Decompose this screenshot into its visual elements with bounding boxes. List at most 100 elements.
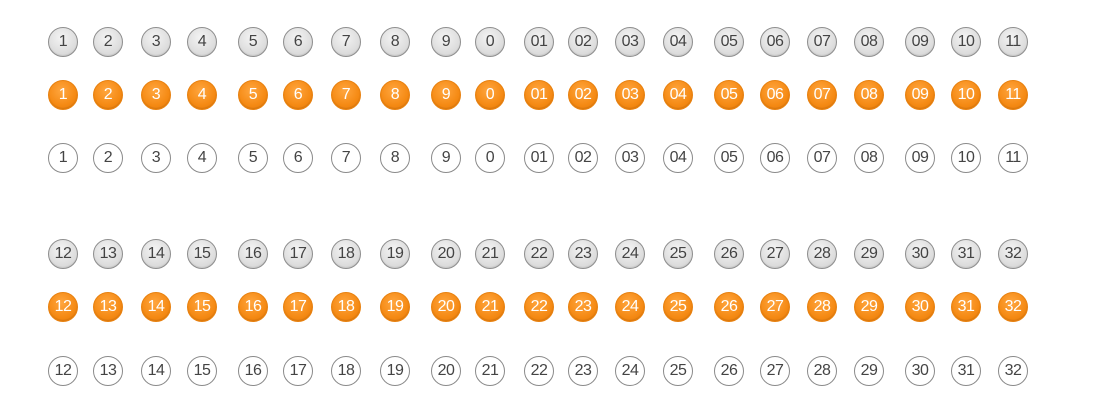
number-ball-white[interactable]: 04 bbox=[663, 143, 693, 173]
number-ball-orange[interactable]: 6 bbox=[283, 80, 313, 110]
number-ball-white[interactable]: 6 bbox=[283, 143, 313, 173]
number-ball-white[interactable]: 03 bbox=[615, 143, 645, 173]
number-ball-white[interactable]: 0 bbox=[475, 143, 505, 173]
number-ball-white[interactable]: 3 bbox=[141, 143, 171, 173]
number-ball-white[interactable]: 16 bbox=[238, 356, 268, 386]
number-ball-orange[interactable]: 11 bbox=[998, 80, 1028, 110]
number-ball-gray[interactable]: 27 bbox=[760, 239, 790, 269]
number-ball-gray[interactable]: 16 bbox=[238, 239, 268, 269]
number-ball-orange[interactable]: 03 bbox=[615, 80, 645, 110]
number-ball-orange[interactable]: 20 bbox=[431, 292, 461, 322]
number-ball-gray[interactable]: 21 bbox=[475, 239, 505, 269]
number-ball-gray[interactable]: 28 bbox=[807, 239, 837, 269]
number-ball-orange[interactable]: 5 bbox=[238, 80, 268, 110]
number-ball-gray[interactable]: 0 bbox=[475, 27, 505, 57]
number-ball-white[interactable]: 08 bbox=[854, 143, 884, 173]
number-ball-white[interactable]: 30 bbox=[905, 356, 935, 386]
number-ball-orange[interactable]: 19 bbox=[380, 292, 410, 322]
number-ball-gray[interactable]: 20 bbox=[431, 239, 461, 269]
number-ball-gray[interactable]: 01 bbox=[524, 27, 554, 57]
number-ball-gray[interactable]: 12 bbox=[48, 239, 78, 269]
number-ball-white[interactable]: 22 bbox=[524, 356, 554, 386]
number-ball-orange[interactable]: 27 bbox=[760, 292, 790, 322]
number-ball-orange[interactable]: 3 bbox=[141, 80, 171, 110]
number-ball-gray[interactable]: 1 bbox=[48, 27, 78, 57]
number-ball-gray[interactable]: 14 bbox=[141, 239, 171, 269]
number-ball-gray[interactable]: 15 bbox=[187, 239, 217, 269]
number-ball-orange[interactable]: 15 bbox=[187, 292, 217, 322]
number-ball-gray[interactable]: 2 bbox=[93, 27, 123, 57]
number-ball-orange[interactable]: 31 bbox=[951, 292, 981, 322]
number-ball-orange[interactable]: 06 bbox=[760, 80, 790, 110]
number-ball-orange[interactable]: 17 bbox=[283, 292, 313, 322]
number-ball-orange[interactable]: 0 bbox=[475, 80, 505, 110]
number-ball-orange[interactable]: 16 bbox=[238, 292, 268, 322]
number-ball-white[interactable]: 9 bbox=[431, 143, 461, 173]
number-ball-white[interactable]: 25 bbox=[663, 356, 693, 386]
number-ball-white[interactable]: 29 bbox=[854, 356, 884, 386]
number-ball-gray[interactable]: 07 bbox=[807, 27, 837, 57]
number-ball-orange[interactable]: 22 bbox=[524, 292, 554, 322]
number-ball-orange[interactable]: 9 bbox=[431, 80, 461, 110]
number-ball-orange[interactable]: 8 bbox=[380, 80, 410, 110]
number-ball-gray[interactable]: 05 bbox=[714, 27, 744, 57]
number-ball-white[interactable]: 20 bbox=[431, 356, 461, 386]
number-ball-orange[interactable]: 23 bbox=[568, 292, 598, 322]
number-ball-white[interactable]: 11 bbox=[998, 143, 1028, 173]
number-ball-white[interactable]: 2 bbox=[93, 143, 123, 173]
number-ball-gray[interactable]: 5 bbox=[238, 27, 268, 57]
number-ball-gray[interactable]: 7 bbox=[331, 27, 361, 57]
number-ball-orange[interactable]: 12 bbox=[48, 292, 78, 322]
number-ball-white[interactable]: 19 bbox=[380, 356, 410, 386]
number-ball-gray[interactable]: 4 bbox=[187, 27, 217, 57]
number-ball-gray[interactable]: 13 bbox=[93, 239, 123, 269]
number-ball-orange[interactable]: 4 bbox=[187, 80, 217, 110]
number-ball-orange[interactable]: 07 bbox=[807, 80, 837, 110]
number-ball-orange[interactable]: 1 bbox=[48, 80, 78, 110]
number-ball-white[interactable]: 02 bbox=[568, 143, 598, 173]
number-ball-orange[interactable]: 26 bbox=[714, 292, 744, 322]
number-ball-gray[interactable]: 17 bbox=[283, 239, 313, 269]
number-ball-white[interactable]: 14 bbox=[141, 356, 171, 386]
number-ball-white[interactable]: 31 bbox=[951, 356, 981, 386]
number-ball-orange[interactable]: 29 bbox=[854, 292, 884, 322]
number-ball-white[interactable]: 1 bbox=[48, 143, 78, 173]
number-ball-white[interactable]: 26 bbox=[714, 356, 744, 386]
number-ball-white[interactable]: 28 bbox=[807, 356, 837, 386]
number-ball-orange[interactable]: 24 bbox=[615, 292, 645, 322]
number-ball-gray[interactable]: 08 bbox=[854, 27, 884, 57]
number-ball-white[interactable]: 07 bbox=[807, 143, 837, 173]
number-ball-white[interactable]: 23 bbox=[568, 356, 598, 386]
number-ball-gray[interactable]: 3 bbox=[141, 27, 171, 57]
number-ball-orange[interactable]: 09 bbox=[905, 80, 935, 110]
number-ball-orange[interactable]: 04 bbox=[663, 80, 693, 110]
number-ball-gray[interactable]: 23 bbox=[568, 239, 598, 269]
number-ball-orange[interactable]: 32 bbox=[998, 292, 1028, 322]
number-ball-white[interactable]: 8 bbox=[380, 143, 410, 173]
number-ball-gray[interactable]: 22 bbox=[524, 239, 554, 269]
number-ball-white[interactable]: 01 bbox=[524, 143, 554, 173]
number-ball-gray[interactable]: 31 bbox=[951, 239, 981, 269]
number-ball-gray[interactable]: 19 bbox=[380, 239, 410, 269]
number-ball-white[interactable]: 27 bbox=[760, 356, 790, 386]
number-ball-white[interactable]: 7 bbox=[331, 143, 361, 173]
number-ball-white[interactable]: 24 bbox=[615, 356, 645, 386]
number-ball-orange[interactable]: 21 bbox=[475, 292, 505, 322]
number-ball-gray[interactable]: 11 bbox=[998, 27, 1028, 57]
number-ball-white[interactable]: 05 bbox=[714, 143, 744, 173]
number-ball-orange[interactable]: 25 bbox=[663, 292, 693, 322]
number-ball-gray[interactable]: 09 bbox=[905, 27, 935, 57]
number-ball-gray[interactable]: 06 bbox=[760, 27, 790, 57]
number-ball-gray[interactable]: 03 bbox=[615, 27, 645, 57]
number-ball-gray[interactable]: 25 bbox=[663, 239, 693, 269]
number-ball-gray[interactable]: 26 bbox=[714, 239, 744, 269]
number-ball-gray[interactable]: 04 bbox=[663, 27, 693, 57]
number-ball-orange[interactable]: 10 bbox=[951, 80, 981, 110]
number-ball-gray[interactable]: 6 bbox=[283, 27, 313, 57]
number-ball-white[interactable]: 09 bbox=[905, 143, 935, 173]
number-ball-orange[interactable]: 28 bbox=[807, 292, 837, 322]
number-ball-white[interactable]: 13 bbox=[93, 356, 123, 386]
number-ball-gray[interactable]: 10 bbox=[951, 27, 981, 57]
number-ball-orange[interactable]: 2 bbox=[93, 80, 123, 110]
number-ball-orange[interactable]: 30 bbox=[905, 292, 935, 322]
